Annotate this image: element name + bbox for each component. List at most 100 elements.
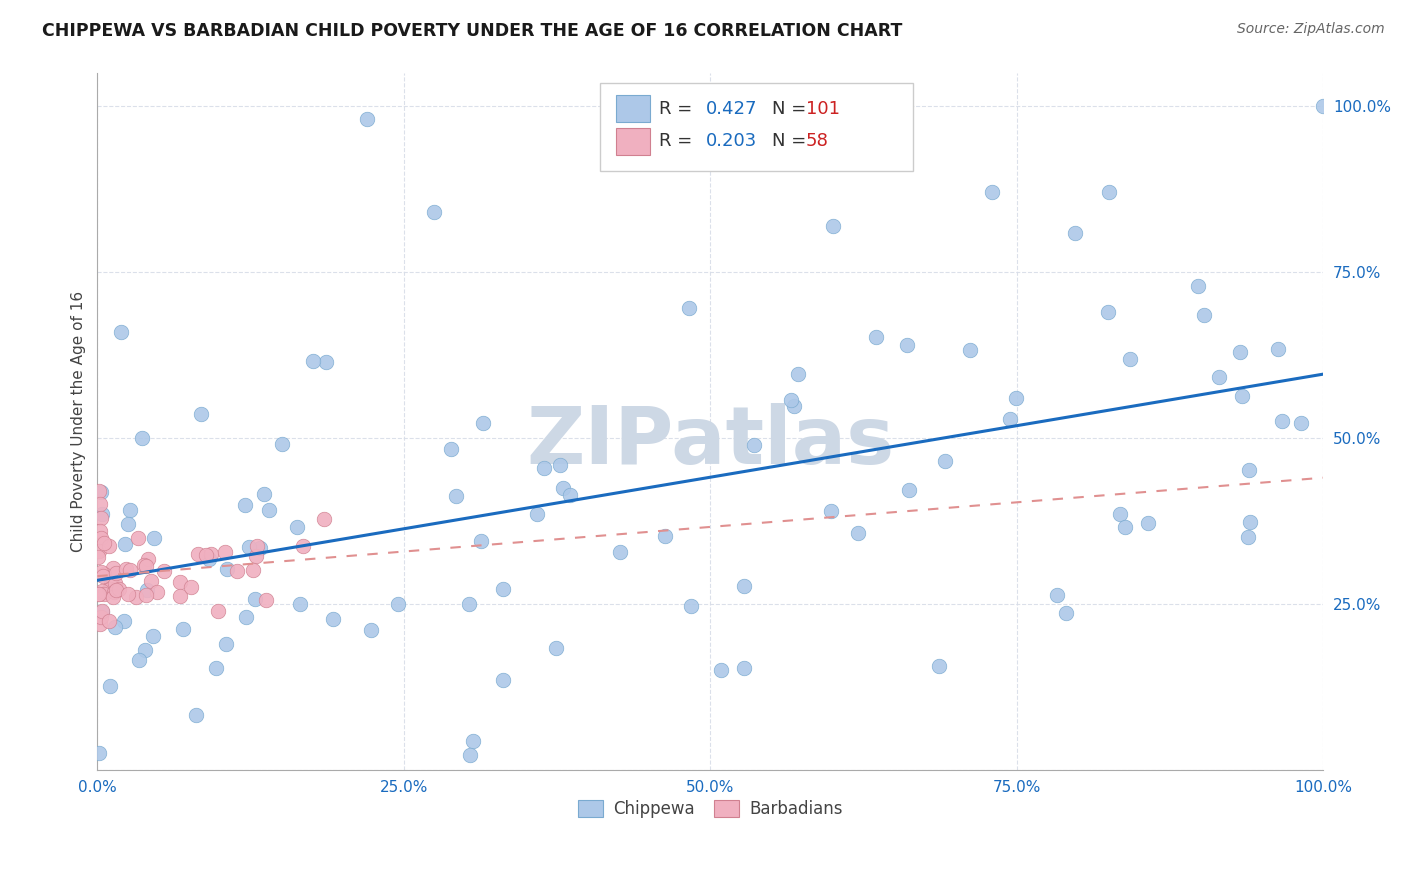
Point <box>285 519 308 533</box>
Point <box>470 534 492 549</box>
Point <box>458 747 481 762</box>
Point <box>387 597 409 611</box>
Point <box>1187 279 1209 293</box>
Point <box>110 325 132 339</box>
Point <box>533 461 555 475</box>
Point <box>1109 508 1132 522</box>
Point <box>115 562 138 576</box>
Point <box>1098 186 1121 200</box>
Point <box>172 623 194 637</box>
Point <box>551 481 574 495</box>
Point <box>1267 342 1289 356</box>
Point <box>544 640 567 655</box>
Point <box>998 411 1021 425</box>
Point <box>131 431 153 445</box>
Point <box>90 485 112 500</box>
Point <box>233 498 256 512</box>
Point <box>93 587 115 601</box>
Point <box>112 614 135 628</box>
Text: R =: R = <box>659 132 697 150</box>
Point <box>235 609 257 624</box>
Point <box>93 536 115 550</box>
Point <box>207 604 229 618</box>
Point <box>90 507 112 521</box>
Point <box>356 112 378 127</box>
Point <box>91 605 114 619</box>
Point <box>91 604 114 618</box>
Point <box>463 733 485 747</box>
Point <box>135 559 157 574</box>
Point <box>246 539 269 553</box>
Point <box>120 503 142 517</box>
Point <box>87 587 110 601</box>
Point <box>780 392 803 407</box>
Point <box>1230 388 1253 402</box>
Point <box>104 620 127 634</box>
Point <box>98 539 121 553</box>
Point <box>1114 520 1136 534</box>
Point <box>86 550 108 565</box>
Point <box>270 436 292 450</box>
Point <box>89 524 111 538</box>
Point <box>243 592 266 607</box>
Point <box>820 504 842 518</box>
Point <box>257 503 280 517</box>
Point <box>526 507 548 521</box>
Text: R =: R = <box>659 100 697 118</box>
Point <box>103 582 125 597</box>
Point <box>145 584 167 599</box>
Point <box>492 673 515 687</box>
Point <box>91 569 114 583</box>
Point <box>981 186 1004 200</box>
Point <box>90 531 112 545</box>
Point <box>291 539 314 553</box>
Point <box>254 593 277 607</box>
Point <box>458 597 481 611</box>
Point <box>200 547 222 561</box>
Point <box>87 586 110 600</box>
Text: Source: ZipAtlas.com: Source: ZipAtlas.com <box>1237 22 1385 37</box>
Point <box>1229 344 1251 359</box>
Point <box>118 564 141 578</box>
Point <box>187 547 209 561</box>
Point <box>215 637 238 651</box>
Point <box>846 526 869 541</box>
Point <box>117 587 139 601</box>
Point <box>128 653 150 667</box>
Point <box>238 540 260 554</box>
Point <box>186 708 208 723</box>
Text: CHIPPEWA VS BARBADIAN CHILD POVERTY UNDER THE AGE OF 16 CORRELATION CHART: CHIPPEWA VS BARBADIAN CHILD POVERTY UNDE… <box>42 22 903 40</box>
Point <box>136 552 159 566</box>
Legend: Chippewa, Barbadians: Chippewa, Barbadians <box>571 793 849 824</box>
Point <box>100 577 122 591</box>
Text: N =: N = <box>772 132 806 150</box>
Point <box>132 558 155 572</box>
Point <box>87 747 110 761</box>
Point <box>214 544 236 558</box>
Point <box>117 517 139 532</box>
Point <box>783 400 806 414</box>
Point <box>492 582 515 596</box>
Point <box>135 587 157 601</box>
Point <box>934 453 956 467</box>
Point <box>1237 530 1260 544</box>
Point <box>153 564 176 578</box>
Point <box>169 590 191 604</box>
Point <box>678 301 700 315</box>
Point <box>194 548 217 562</box>
Text: 58: 58 <box>806 132 828 150</box>
Point <box>865 329 887 343</box>
Point <box>89 617 111 632</box>
Point <box>898 483 921 497</box>
Point <box>312 511 335 525</box>
Point <box>108 582 131 596</box>
Point <box>89 498 111 512</box>
Point <box>125 591 148 605</box>
Point <box>733 579 755 593</box>
Point <box>101 561 124 575</box>
Point <box>205 661 228 675</box>
Point <box>90 510 112 524</box>
Point <box>1208 370 1230 384</box>
Point <box>322 612 344 626</box>
Point <box>180 580 202 594</box>
